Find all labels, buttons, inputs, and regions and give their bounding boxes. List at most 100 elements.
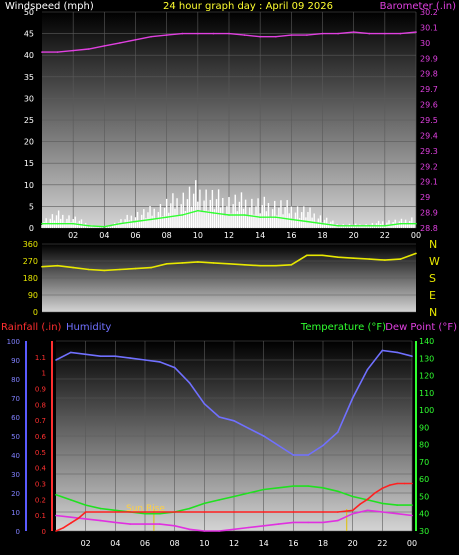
barometer-line-point: [275, 35, 277, 38]
temperature-tick-label: 60: [419, 475, 429, 484]
dewpoint-line-point: [351, 512, 354, 515]
direction-tick-label: 360: [23, 240, 38, 249]
humidity-tick-label: 100: [7, 338, 20, 346]
time-tick-label: 16: [288, 539, 298, 548]
rainfall-tick-label: 0.3: [35, 481, 46, 489]
dewpoint-line-point: [129, 523, 131, 525]
humidity-line-point: [144, 359, 146, 361]
humidity-tick-label: 10: [11, 509, 20, 517]
humidity-line-point: [337, 431, 339, 434]
wind-direction-line-point: [72, 266, 74, 269]
rainfall-tick-label: 0.7: [35, 417, 46, 425]
wind-direction-line-point: [275, 264, 277, 267]
rainfall-line-point: [262, 511, 265, 513]
time-tick-label: 08: [162, 231, 172, 240]
humidity-tick-label: 0: [16, 528, 20, 536]
wind-average-line-point: [415, 222, 417, 225]
barometer-axis-title: Barometer (.in): [380, 1, 456, 12]
barometer-tick-label: 29.4: [420, 131, 438, 140]
wind-direction-line-point: [181, 262, 184, 264]
compass-label: N: [429, 238, 437, 251]
time-tick-label: 00: [407, 539, 417, 548]
rainfall-line-point: [55, 530, 57, 532]
temperature-line-point: [292, 485, 295, 487]
time-tick-label: 22: [380, 231, 390, 240]
temperature-tick-label: 70: [419, 458, 429, 467]
temperature-tick-label: 90: [419, 423, 429, 432]
wind-direction-line-point: [228, 263, 230, 265]
temperature-line-point: [218, 499, 220, 501]
wind-average-line-point: [368, 225, 371, 227]
humidity-line-point: [114, 355, 117, 358]
wind-average-line-point: [243, 214, 246, 216]
humidity-tick-label: 90: [11, 357, 20, 365]
wind-tick-label: 20: [24, 138, 34, 147]
barometer-tick-label: 28.9: [420, 209, 438, 218]
rainfall-line-point: [292, 511, 295, 513]
wind-barometer-panel: 0 5 10 15 20 25 30 35 40 45 50 28.8 28.9 29 29.1 29.2 2…: [24, 8, 438, 240]
rainfall-line-point: [396, 482, 399, 485]
temperature-tick-label: 130: [419, 354, 434, 363]
rainfall-tick-label: 0.5: [35, 449, 46, 457]
wind-average-line-point: [275, 216, 277, 218]
direction-tick-label: 90: [28, 291, 38, 300]
time-tick-label: 18: [317, 231, 327, 240]
temperature-line-point: [159, 512, 161, 515]
barometer-line-point: [228, 32, 230, 35]
humidity-line-point: [203, 402, 206, 405]
humidity-line-point: [188, 382, 191, 384]
wind-average-line-point: [321, 222, 324, 225]
dewpoint-line-point: [381, 511, 384, 513]
wind-direction-line-point: [88, 268, 90, 271]
temperature-line-point: [322, 487, 324, 489]
wind-average-line-point: [259, 216, 262, 218]
humidity-line-point: [277, 444, 280, 447]
humidity-line-point: [351, 397, 354, 399]
time-tick-label: 04: [99, 231, 109, 240]
temperature-line-point: [277, 487, 280, 489]
rainfall-line-point: [203, 511, 206, 513]
barometer-line-point: [150, 35, 152, 38]
wind-average-line-point: [197, 209, 199, 212]
time-tick-label: 02: [68, 231, 78, 240]
humidity-line-point: [292, 454, 295, 456]
barometer-tick-label: 29: [420, 193, 430, 202]
humidity-line-point: [99, 355, 102, 358]
wind-direction-line-point: [259, 264, 262, 267]
barometer-line-point: [337, 32, 339, 35]
humidity-tick-label: 70: [11, 395, 20, 403]
rainfall-line-point: [322, 511, 324, 513]
barometer-line-point: [415, 31, 417, 33]
compass-label: W: [429, 255, 440, 268]
dewpoint-line-point: [203, 530, 206, 532]
graph-title: 24 hour graph day : April 09 2026: [163, 1, 333, 12]
wind-direction-line-point: [56, 264, 59, 267]
wind-direction-line-point: [134, 267, 137, 270]
humidity-line-point: [129, 357, 131, 359]
humidity-line-point: [218, 416, 220, 418]
wind-average-line-point: [384, 225, 386, 227]
barometer-tick-label: 29.3: [420, 147, 438, 156]
time-tick-label: 10: [199, 539, 209, 548]
compass-label: E: [429, 289, 436, 302]
rainfall-axis-title: Rainfall (.in): [1, 322, 62, 333]
rainfall-line-point: [403, 482, 406, 485]
barometer-line-point: [197, 32, 199, 35]
temperature-line-point: [307, 485, 310, 487]
dewpoint-line-point: [70, 516, 72, 518]
dewpoint-line-point: [292, 521, 295, 524]
wind-average-line-point: [399, 222, 402, 225]
barometer-tick-label: 30.1: [420, 23, 438, 32]
barometer-tick-label: 29.7: [420, 85, 438, 94]
rainfall-line-point: [144, 511, 146, 513]
barometer-tick-label: 29.2: [420, 162, 438, 171]
humidity-line-point: [233, 420, 235, 422]
temperature-line-point: [203, 502, 206, 505]
barometer-line-point: [56, 51, 59, 53]
wind-direction-line-point: [290, 264, 293, 266]
humidity-line-point: [70, 351, 72, 354]
temperature-tick-label: 30: [419, 527, 429, 536]
